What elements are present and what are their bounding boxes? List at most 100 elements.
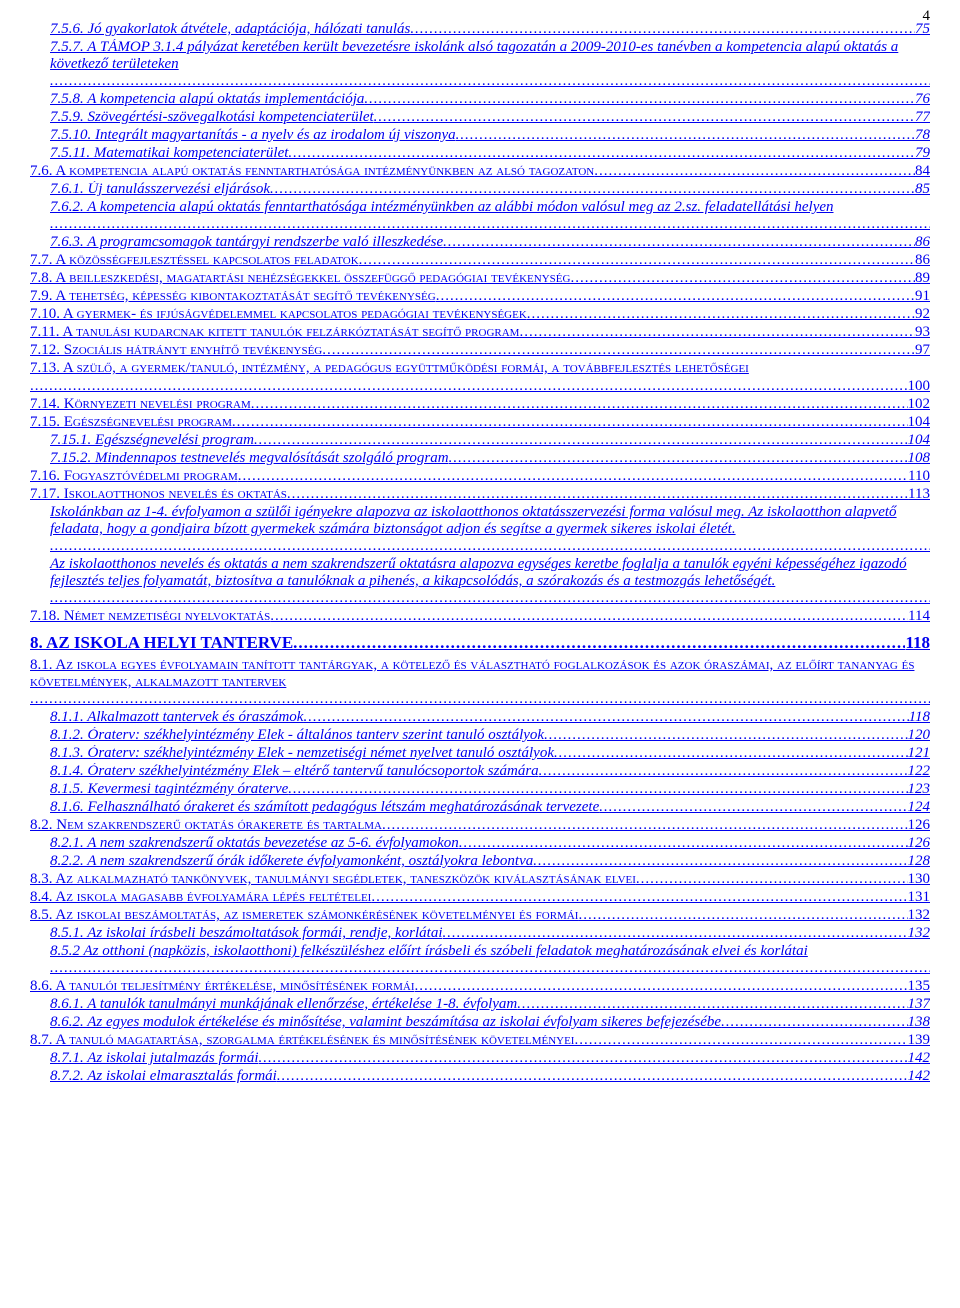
toc-entry-text: 8.5.1. Az iskolai írásbeli beszámoltatás… <box>50 925 443 942</box>
toc-entry-text: 8. AZ ISKOLA HELYI TANTERVE <box>30 633 293 653</box>
toc-entry-text: 7.18. Német nemzetiségi nyelvoktatás <box>30 608 270 625</box>
toc-leader-dots <box>30 691 930 708</box>
toc-entry[interactable]: 7.5.11. Matematikai kompetenciaterület79 <box>30 145 930 162</box>
toc-entry-page: 122 <box>908 763 931 780</box>
toc-entry[interactable]: 8. AZ ISKOLA HELYI TANTERVE118 <box>30 633 930 653</box>
toc-entry[interactable]: 8.5.1. Az iskolai írásbeli beszámoltatás… <box>30 925 930 942</box>
toc-entry[interactable]: 7.5.8. A kompetencia alapú oktatás imple… <box>30 91 930 108</box>
toc-entry[interactable]: 8.1.1. Alkalmazott tantervek és óraszámo… <box>30 709 930 726</box>
toc-entry[interactable]: 7.5.7. A TÁMOP 3.1.4 pályázat keretében … <box>30 39 930 90</box>
toc-entry-text: 8.1.2. Óraterv: székhelyintézmény Elek -… <box>50 727 544 744</box>
toc-entry[interactable]: 7.15.2. Mindennapos testnevelés megvalós… <box>30 450 930 467</box>
toc-entry-page: 89 <box>915 270 930 287</box>
toc-entry-text: 7.13. A szülő, a gyermek/tanuló, intézmé… <box>30 360 749 377</box>
toc-entry[interactable]: 8.1. Az iskola egyes évfolyamain tanítot… <box>30 657 930 708</box>
toc-entry-text: 7.5.9. Szövegértési-szövegalkotási kompe… <box>50 109 374 126</box>
toc-entry-text: 7.15.1. Egészségnevelési program <box>50 432 254 449</box>
toc-entry[interactable]: Iskolánkban az 1-4. évfolyamon a szülői … <box>30 504 930 555</box>
toc-entry-page: 130 <box>908 871 931 888</box>
toc-entry[interactable]: 8.7. A tanuló magatartása, szorgalma ért… <box>30 1032 930 1049</box>
toc-entry[interactable]: 8.1.2. Óraterv: székhelyintézmény Elek -… <box>30 727 930 744</box>
toc-entry-page: 126 <box>908 835 931 852</box>
toc-entry[interactable]: 7.15.1. Egészségnevelési program104 <box>30 432 930 449</box>
toc-entry[interactable]: 8.1.6. Felhasználható órakeret és számít… <box>30 799 930 816</box>
toc-entry-page: 91 <box>915 288 930 305</box>
toc-entry[interactable]: 8.2.1. A nem szakrendszerű oktatás bevez… <box>30 835 930 852</box>
toc-entry-page: 142 <box>908 1068 931 1085</box>
toc-entry-page: 100 <box>908 378 931 395</box>
toc-entry[interactable]: 8.7.2. Az iskolai elmarasztalás formái14… <box>30 1068 930 1085</box>
toc-leader-dots <box>410 21 915 38</box>
toc-entry-text: 8.6.1. A tanulók tanulmányi munkájának e… <box>50 996 517 1013</box>
toc-entry-page: 118 <box>909 709 930 726</box>
toc-leader-dots <box>287 486 908 503</box>
toc-leader-dots <box>303 709 908 726</box>
toc-entry[interactable]: 8.5. Az iskolai beszámoltatás, az ismere… <box>30 907 930 924</box>
toc-leader-dots <box>322 342 915 359</box>
toc-entry[interactable]: 7.5.9. Szövegértési-szövegalkotási kompe… <box>30 109 930 126</box>
toc-leader-dots <box>443 925 908 942</box>
toc-entry-page: 138 <box>908 1014 931 1031</box>
toc-leader-dots <box>277 1068 908 1085</box>
toc-entry[interactable]: 7.15. Egészségnevelési program104 <box>30 414 930 431</box>
toc-entry-text: 7.11. A tanulási kudarcnak kitett tanuló… <box>30 324 519 341</box>
toc-entry-text: 7.5.11. Matematikai kompetenciaterület <box>50 145 288 162</box>
toc-entry[interactable]: 8.5.2 Az otthoni (napközis, iskolaotthon… <box>30 943 930 977</box>
toc-entry-text: 8.3. Az alkalmazható tankönyvek, tanulmá… <box>30 871 636 888</box>
toc-entry[interactable]: 8.7.1. Az iskolai jutalmazás formái142 <box>30 1050 930 1067</box>
toc-entry-page: 120 <box>908 727 931 744</box>
toc-entry-text: 8.1.5. Kevermesi tagintézmény óraterve <box>50 781 288 798</box>
toc-entry[interactable]: 7.6.1. Új tanulásszervezési eljárások85 <box>30 181 930 198</box>
toc-entry[interactable]: 7.8. A beilleszkedési, magatartási nehéz… <box>30 270 930 287</box>
toc-entry[interactable]: 7.12. Szociális hátrányt enyhítő tevéken… <box>30 342 930 359</box>
toc-entry[interactable]: 7.6. A kompetencia alapú oktatás fenntar… <box>30 163 930 180</box>
toc-entry-text: 7.6.3. A programcsomagok tantárgyi rends… <box>50 234 443 251</box>
toc-entry-page: 126 <box>908 817 931 834</box>
toc-entry[interactable]: 8.2. Nem szakrendszerű oktatás órakerete… <box>30 817 930 834</box>
toc-entry-text: 7.5.10. Integrált magyartanítás - a nyel… <box>50 127 456 144</box>
toc-entry[interactable]: 7.5.10. Integrált magyartanítás - a nyel… <box>30 127 930 144</box>
toc-entry-tail: 100 <box>30 378 930 395</box>
toc-entry[interactable]: 8.2.2. A nem szakrendszerű órák időkeret… <box>30 853 930 870</box>
toc-entry-tail: 85 <box>50 216 930 233</box>
toc-entry[interactable]: 7.13. A szülő, a gyermek/tanuló, intézmé… <box>30 360 930 377</box>
toc-entry[interactable]: 8.6.2. Az egyes modulok értékelése és mi… <box>30 1014 930 1031</box>
toc-entry-text: 8.5. Az iskolai beszámoltatás, az ismere… <box>30 907 578 924</box>
toc-entry[interactable]: 8.1.3. Óraterv: székhelyintézmény Elek -… <box>30 745 930 762</box>
toc-entry[interactable]: 7.17. Iskolaotthonos nevelés és oktatás1… <box>30 486 930 503</box>
toc-leader-dots <box>436 288 915 305</box>
toc-entry[interactable]: 8.1.5. Kevermesi tagintézmény óraterve12… <box>30 781 930 798</box>
toc-entry-text: 7.15.2. Mindennapos testnevelés megvalós… <box>50 450 449 467</box>
toc-entry[interactable]: 7.6.2. A kompetencia alapú oktatás fennt… <box>30 199 930 233</box>
toc-leader-dots <box>50 216 930 233</box>
toc-entry[interactable]: 7.18. Német nemzetiségi nyelvoktatás114 <box>30 608 930 625</box>
toc-leader-dots <box>599 799 907 816</box>
toc-leader-dots <box>519 324 915 341</box>
toc-entry-page: 132 <box>908 907 931 924</box>
toc-entry[interactable]: 7.16. Fogyasztóvédelmi program110 <box>30 468 930 485</box>
toc-entry[interactable]: 7.14. Környezeti nevelési program102 <box>30 396 930 413</box>
toc-entry[interactable]: 7.9. A tehetség, képesség kibontakoztatá… <box>30 288 930 305</box>
toc-entry[interactable]: 7.7. A közösségfejlesztéssel kapcsolatos… <box>30 252 930 269</box>
toc-leader-dots <box>382 817 908 834</box>
toc-entry[interactable]: 8.1.4. Óraterv székhelyintézmény Elek – … <box>30 763 930 780</box>
toc-entry[interactable]: 8.3. Az alkalmazható tankönyvek, tanulmá… <box>30 871 930 888</box>
toc-entry[interactable]: 8.6.1. A tanulók tanulmányi munkájának e… <box>30 996 930 1013</box>
toc-leader-dots <box>293 633 905 653</box>
toc-entry[interactable]: 7.11. A tanulási kudarcnak kitett tanuló… <box>30 324 930 341</box>
toc-entry[interactable]: 7.6.3. A programcsomagok tantárgyi rends… <box>30 234 930 251</box>
toc-entry-text: 8.6.2. Az egyes modulok értékelése és mi… <box>50 1014 721 1031</box>
toc-entry-page: 110 <box>908 468 930 485</box>
toc-entry[interactable]: 7.10. A gyermek- és ifjúságvédelemmel ka… <box>30 306 930 323</box>
toc-leader-dots <box>636 871 908 888</box>
toc-leader-dots <box>544 727 907 744</box>
toc-entry[interactable]: 7.5.6. Jó gyakorlatok átvétele, adaptáci… <box>30 21 930 38</box>
toc-entry-text: 8.4. Az iskola magasabb évfolyamára lépé… <box>30 889 371 906</box>
toc-entry-page: 77 <box>915 109 930 126</box>
toc-leader-dots <box>30 378 908 395</box>
toc-entry[interactable]: 8.6. A tanulói teljesítmény értékelése, … <box>30 978 930 995</box>
toc-entry-page: 85 <box>915 181 930 198</box>
toc-entry-page: 113 <box>908 486 930 503</box>
toc-entry[interactable]: 8.4. Az iskola magasabb évfolyamára lépé… <box>30 889 930 906</box>
toc-entry[interactable]: Az iskolaotthonos nevelés és oktatás a n… <box>30 556 930 607</box>
